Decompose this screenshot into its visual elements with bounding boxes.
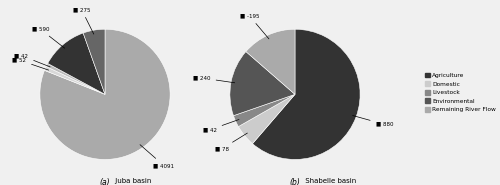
Wedge shape: [44, 66, 105, 94]
Wedge shape: [40, 29, 170, 159]
Text: Juba basin: Juba basin: [113, 178, 151, 184]
Wedge shape: [83, 29, 105, 94]
Wedge shape: [246, 29, 295, 94]
Wedge shape: [46, 63, 105, 94]
Legend: Agriculture, Domestic, Livestock, Environmental, Remaining River Flow: Agriculture, Domestic, Livestock, Enviro…: [424, 71, 497, 114]
Text: (b): (b): [290, 178, 300, 185]
Text: (a): (a): [100, 178, 110, 185]
Text: ■ 4091: ■ 4091: [140, 145, 174, 168]
Text: ■ 52: ■ 52: [12, 58, 49, 70]
Wedge shape: [252, 29, 360, 159]
Text: ■ 240: ■ 240: [193, 75, 234, 83]
Wedge shape: [230, 52, 295, 116]
Wedge shape: [238, 94, 295, 144]
Text: ■ 42: ■ 42: [14, 53, 50, 67]
Text: ■ -195: ■ -195: [240, 14, 269, 39]
Text: ■ 590: ■ 590: [32, 27, 64, 48]
Text: ■ 275: ■ 275: [73, 7, 94, 34]
Wedge shape: [234, 94, 295, 127]
Text: ■ 880: ■ 880: [352, 115, 393, 127]
Text: ■ 42: ■ 42: [202, 120, 239, 132]
Text: ■ 78: ■ 78: [214, 133, 248, 152]
Text: Shabelle basin: Shabelle basin: [303, 178, 356, 184]
Wedge shape: [48, 33, 105, 94]
